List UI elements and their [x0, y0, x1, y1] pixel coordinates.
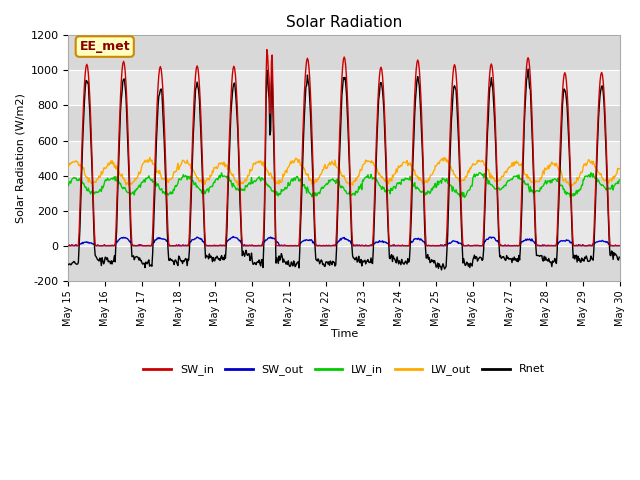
- SW_out: [229, 234, 237, 240]
- Rnet: [216, 258, 224, 264]
- Text: EE_met: EE_met: [79, 40, 130, 53]
- LW_in: [461, 194, 468, 200]
- Rnet: [187, 199, 195, 204]
- Bar: [68, 36, 620, 71]
- SW_in: [74, 243, 82, 249]
- LW_in: [74, 178, 82, 183]
- SW_in: [616, 243, 623, 249]
- LW_out: [74, 161, 82, 167]
- Line: SW_in: SW_in: [68, 49, 620, 246]
- Rnet: [427, 259, 435, 265]
- Bar: [68, 141, 620, 176]
- Rnet: [438, 267, 445, 273]
- LW_in: [216, 175, 224, 180]
- LW_out: [441, 155, 449, 160]
- LW_in: [427, 189, 435, 194]
- LW_out: [616, 166, 623, 171]
- SW_in: [263, 47, 271, 52]
- SW_in: [187, 185, 195, 191]
- SW_out: [412, 236, 419, 241]
- Bar: [68, 211, 620, 246]
- LW_out: [411, 168, 419, 173]
- Rnet: [411, 112, 419, 118]
- Bar: [68, 176, 620, 211]
- SW_out: [428, 243, 435, 249]
- LW_in: [65, 183, 72, 189]
- Rnet: [524, 66, 532, 72]
- LW_out: [131, 176, 139, 181]
- Bar: [68, 106, 620, 141]
- LW_out: [65, 164, 72, 170]
- Bar: [68, 246, 620, 281]
- SW_in: [216, 243, 224, 249]
- LW_out: [566, 184, 574, 190]
- SW_in: [65, 243, 72, 249]
- Line: LW_out: LW_out: [68, 157, 620, 187]
- SW_out: [616, 243, 623, 249]
- Rnet: [65, 262, 72, 267]
- LW_in: [411, 180, 419, 186]
- Title: Solar Radiation: Solar Radiation: [286, 15, 403, 30]
- Rnet: [616, 254, 623, 260]
- Rnet: [74, 260, 82, 265]
- Y-axis label: Solar Radiation (W/m2): Solar Radiation (W/m2): [15, 93, 25, 223]
- Rnet: [131, 254, 139, 260]
- LW_in: [131, 187, 139, 193]
- LW_in: [476, 170, 484, 176]
- Line: Rnet: Rnet: [68, 69, 620, 270]
- LW_out: [216, 160, 224, 166]
- X-axis label: Time: Time: [331, 329, 358, 339]
- LW_in: [616, 177, 623, 183]
- SW_in: [131, 243, 139, 249]
- SW_out: [131, 243, 139, 249]
- LW_out: [427, 172, 435, 178]
- SW_out: [65, 243, 72, 249]
- Legend: SW_in, SW_out, LW_in, LW_out, Rnet: SW_in, SW_out, LW_in, LW_out, Rnet: [139, 360, 550, 380]
- SW_out: [216, 242, 224, 248]
- Line: SW_out: SW_out: [68, 237, 620, 246]
- SW_out: [74, 242, 82, 248]
- Line: LW_in: LW_in: [68, 173, 620, 197]
- LW_in: [187, 176, 195, 181]
- LW_out: [187, 166, 195, 171]
- SW_in: [412, 77, 419, 83]
- SW_in: [428, 243, 435, 249]
- Bar: [68, 71, 620, 106]
- SW_out: [187, 239, 195, 245]
